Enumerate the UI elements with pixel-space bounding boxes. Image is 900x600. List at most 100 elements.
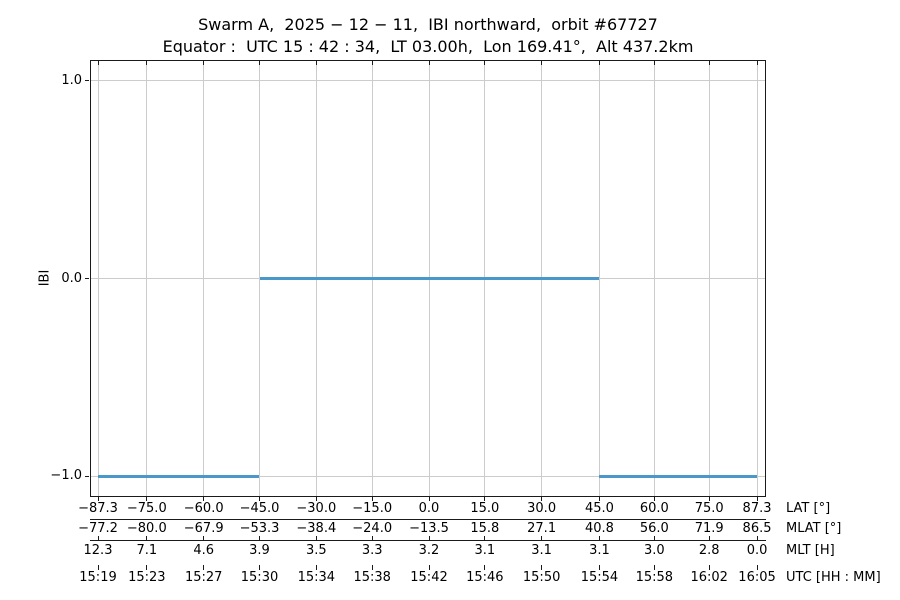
ibi-line-segment — [98, 474, 260, 478]
x-tick-label-mlt: 4.6 — [193, 543, 215, 558]
axis-row-tick-utc — [484, 565, 486, 570]
x-top-tick — [146, 61, 148, 65]
x-tick-label-utc: 15:23 — [128, 570, 166, 585]
y-tick-label: 0.0 — [61, 270, 82, 286]
x-tick-label-mlt: 12.3 — [83, 543, 113, 558]
x-tick-label-mlat: −77.2 — [78, 520, 118, 536]
axis-row-label-lat: LAT [°] — [786, 501, 831, 516]
x-tick-label-utc: 15:38 — [353, 570, 391, 585]
x-bottom-tick — [203, 497, 205, 501]
axis-row-tick-utc — [371, 565, 373, 570]
x-tick-label-lat: 15.0 — [470, 501, 500, 516]
x-top-tick — [756, 61, 758, 65]
x-top-tick — [371, 61, 373, 65]
x-tick-label-mlat: 15.8 — [470, 520, 500, 536]
ibi-line-segment — [599, 474, 758, 478]
x-tick-label-utc: 15:58 — [635, 570, 674, 585]
y-tick-label: −1.0 — [50, 468, 82, 484]
x-tick-label-mlat: −13.5 — [409, 520, 449, 536]
axis-row-tick-mlt — [259, 536, 260, 540]
axis-row-tick-mlt — [371, 536, 373, 540]
x-tick-label-lat: 60.0 — [639, 501, 669, 516]
x-top-tick — [203, 61, 205, 65]
axis-row-tick-mlt — [428, 536, 430, 540]
x-tick-label-lat: 87.3 — [742, 501, 772, 516]
axis-row-label-mlat: MLAT [°] — [786, 520, 842, 536]
x-tick-label-utc: 16:02 — [690, 570, 728, 585]
axis-row-label-utc: UTC [HH : MM] — [786, 570, 881, 585]
axis-row-tick-utc — [146, 565, 148, 570]
x-tick-label-mlt: 3.2 — [418, 543, 440, 558]
axis-row-tick-utc — [259, 565, 260, 570]
x-top-tick — [708, 61, 710, 65]
axis-row-tick-utc — [428, 565, 430, 570]
axis-row-tick-utc — [203, 565, 205, 570]
y-left-tick — [85, 80, 89, 82]
y-left-tick — [85, 475, 89, 477]
y-left-tick — [85, 278, 89, 279]
x-top-tick — [598, 61, 600, 65]
x-bottom-tick — [653, 497, 655, 501]
x-tick-label-mlat: 71.9 — [694, 520, 724, 536]
axis-row-separator-mlat — [90, 519, 766, 520]
ibi-line-segment — [259, 277, 600, 280]
x-tick-label-mlat: 86.5 — [742, 520, 772, 536]
x-tick-label-lat: −87.3 — [78, 501, 118, 516]
x-tick-label-mlt: 3.9 — [249, 543, 270, 558]
x-top-tick — [97, 61, 99, 65]
x-tick-label-mlt: 3.3 — [361, 543, 383, 558]
x-tick-label-lat: 45.0 — [584, 501, 614, 516]
figure-subtitle: Equator : UTC 15 : 42 : 34, LT 03.00h, L… — [162, 37, 694, 56]
x-bottom-tick — [146, 497, 148, 501]
axis-row-tick-utc — [598, 565, 600, 570]
axis-row-tick-mlt — [756, 536, 758, 540]
x-tick-label-mlt: 3.0 — [643, 543, 665, 558]
x-bottom-tick — [428, 497, 430, 501]
x-tick-label-mlt: 7.1 — [136, 543, 158, 558]
x-tick-label-mlt: 3.1 — [531, 543, 552, 558]
x-tick-label-mlt: 3.1 — [474, 543, 496, 558]
axis-row-tick-mlt — [541, 536, 543, 540]
x-bottom-tick — [541, 497, 543, 501]
x-tick-label-mlt: 0.0 — [746, 543, 768, 558]
x-tick-label-utc: 16:05 — [738, 570, 776, 585]
x-tick-label-mlt: 2.8 — [698, 543, 720, 558]
axis-row-tick-mlt — [484, 536, 486, 540]
x-tick-label-mlt: 3.5 — [305, 543, 327, 558]
x-tick-label-mlat: 40.8 — [584, 520, 614, 536]
x-tick-label-utc: 15:54 — [580, 570, 619, 585]
x-tick-label-utc: 15:27 — [184, 570, 223, 585]
x-tick-label-mlat: 56.0 — [639, 520, 669, 536]
x-tick-label-mlt: 3.1 — [589, 543, 610, 558]
plot-area — [90, 60, 766, 497]
axis-row-tick-utc — [653, 565, 655, 570]
x-top-tick — [653, 61, 655, 65]
x-tick-label-mlat: −38.4 — [296, 520, 337, 536]
x-tick-label-utc: 15:34 — [297, 570, 336, 585]
axis-row-tick-mlt — [708, 536, 710, 540]
x-top-tick — [259, 61, 260, 65]
axis-row-tick-mlt — [315, 536, 317, 540]
x-tick-label-mlat: −53.3 — [239, 520, 280, 536]
x-bottom-tick — [259, 497, 260, 501]
x-tick-label-utc: 15:30 — [240, 570, 279, 585]
axis-row-label-mlt: MLT [H] — [786, 543, 835, 558]
x-bottom-tick — [756, 497, 758, 501]
gridline-horizontal — [91, 80, 765, 82]
x-bottom-tick — [484, 497, 486, 501]
x-tick-label-utc: 15:19 — [79, 570, 117, 585]
x-bottom-tick — [598, 497, 600, 501]
axis-row-tick-mlt — [598, 536, 600, 540]
x-bottom-tick — [708, 497, 710, 501]
x-tick-label-lat: −15.0 — [352, 501, 393, 516]
x-tick-label-mlat: 27.1 — [527, 520, 557, 536]
x-tick-label-mlat: −24.0 — [352, 520, 393, 536]
axis-row-tick-mlt — [146, 536, 148, 540]
x-bottom-tick — [97, 497, 99, 501]
x-tick-label-lat: −75.0 — [126, 501, 167, 516]
x-top-tick — [541, 61, 543, 65]
x-tick-label-utc: 15:46 — [466, 570, 504, 585]
axis-row-tick-utc — [315, 565, 317, 570]
x-tick-label-lat: 30.0 — [527, 501, 557, 516]
